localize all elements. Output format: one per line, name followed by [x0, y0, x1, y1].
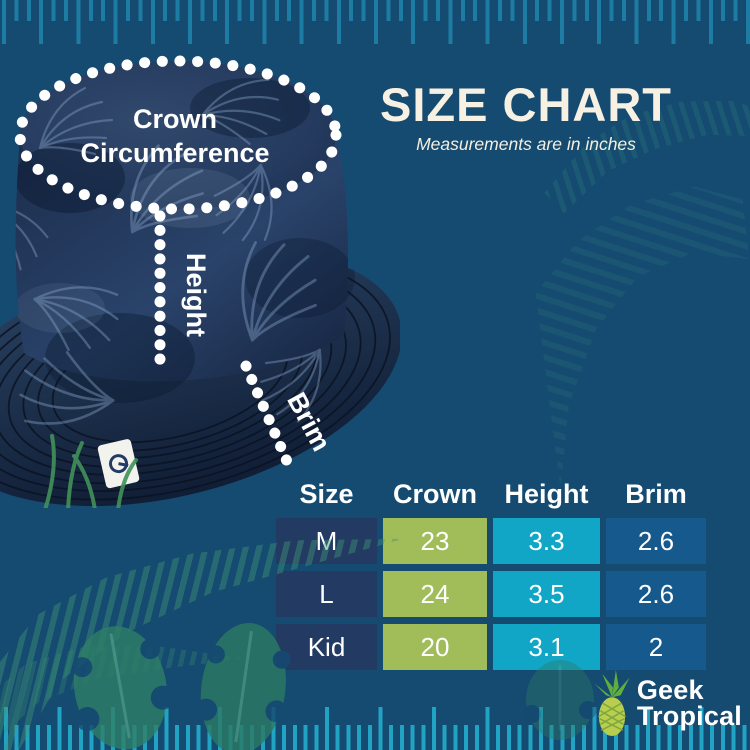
table-cell-brim: 2.6 — [606, 518, 706, 564]
palm-frond-decoration — [525, 170, 750, 491]
bucket-hat-diagram: Crown Circumference Height Brim — [0, 55, 400, 508]
pineapple-icon — [594, 670, 630, 737]
col-header-brim: Brim — [625, 478, 687, 509]
height-label: Height — [181, 253, 211, 337]
col-header-crown: Crown — [393, 478, 477, 509]
table-cell-crown: 20 — [383, 624, 487, 670]
ruler-top — [0, 0, 750, 48]
table-cell-crown: 24 — [383, 571, 487, 617]
brand-name-line2: Tropical — [636, 701, 742, 731]
geek-tropical-tag-mark-icon — [109, 454, 129, 474]
table-cell-height: 3.3 — [493, 518, 600, 564]
table-cell-height: 3.5 — [493, 571, 600, 617]
page-title: SIZE CHART — [380, 78, 672, 131]
crown-circumference-dotted-line — [14, 55, 342, 215]
size-table: Size Crown Height Brim M 23 3.3 2.6 L 24… — [276, 477, 706, 670]
table-cell-size: Kid — [276, 624, 377, 670]
title-block: SIZE CHART Measurements are in inches — [308, 80, 744, 155]
grass-decoration — [43, 434, 138, 508]
table-cell-brim: 2.6 — [606, 571, 706, 617]
brim-dotted-line — [240, 360, 298, 479]
table-cell-height: 3.1 — [493, 624, 600, 670]
table-cell-crown: 23 — [383, 518, 487, 564]
brand-name-line1: Geek — [636, 675, 704, 706]
page-subtitle: Measurements are in inches — [416, 134, 636, 155]
table-cell-size: M — [276, 518, 377, 564]
table-cell-size: L — [276, 571, 377, 617]
brand-logo: Geek Tropical — [592, 670, 742, 738]
table-cell-brim: 2 — [606, 624, 706, 670]
crown-circumference-label-line1: Crown — [133, 104, 217, 134]
crown-circumference-label-line2: Circumference — [80, 138, 269, 168]
fabric-pattern — [0, 61, 355, 457]
col-header-size: Size — [299, 478, 354, 509]
col-header-height: Height — [504, 478, 589, 509]
ruler-top-major-ticks — [2, 0, 750, 44]
